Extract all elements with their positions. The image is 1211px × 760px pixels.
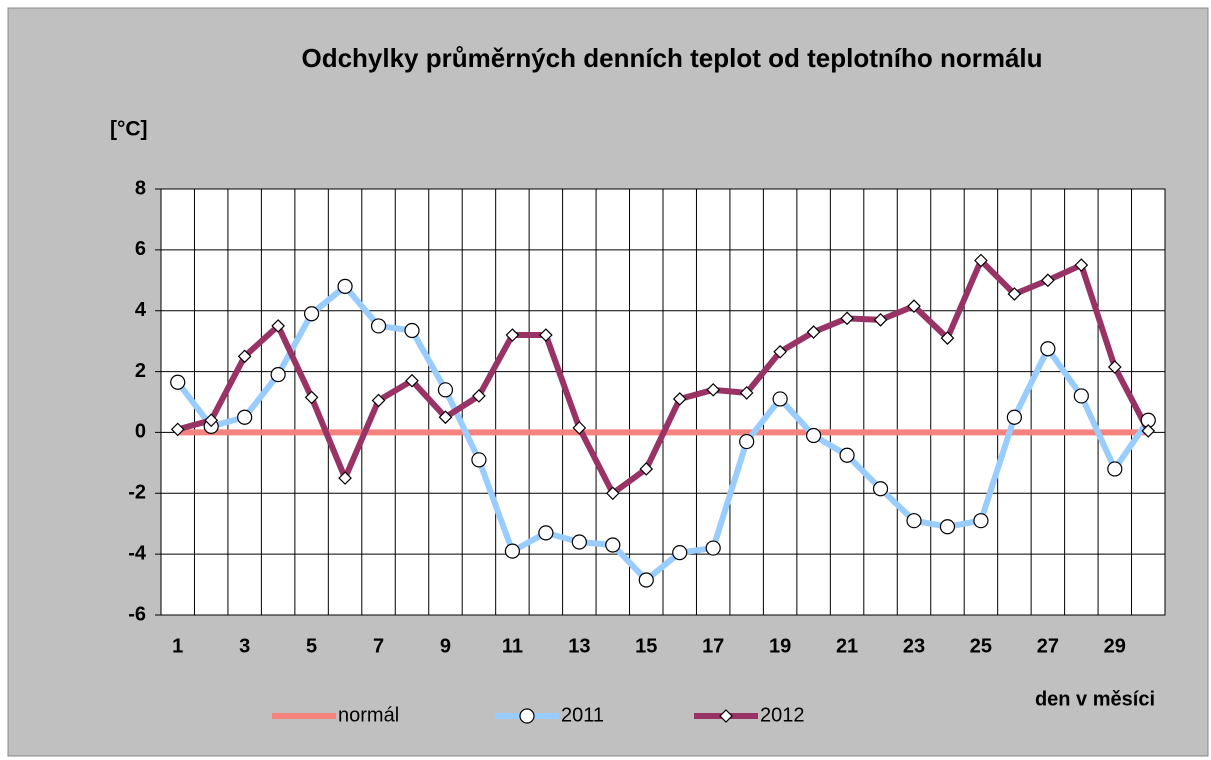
data-point (1040, 341, 1056, 357)
x-tick-label: 11 (502, 635, 523, 657)
data-point (304, 306, 320, 322)
x-tick-label: 9 (440, 635, 451, 657)
data-point (672, 392, 687, 406)
x-tick-label: 17 (702, 635, 724, 657)
data-point (337, 278, 353, 294)
x-tick-label: 27 (1037, 635, 1059, 657)
x-tick-label: 25 (970, 635, 992, 657)
data-point (940, 331, 955, 345)
x-tick-label: 29 (1104, 635, 1126, 657)
data-point (974, 253, 988, 268)
data-point (572, 421, 587, 435)
data-point (839, 447, 855, 463)
data-point (404, 322, 420, 339)
data-point (639, 462, 654, 476)
data-point (1107, 360, 1122, 374)
x-tick-label: 23 (903, 635, 925, 657)
data-point (405, 373, 419, 388)
data-point (170, 374, 186, 390)
legend-label: 2012 (760, 704, 805, 726)
data-point (872, 481, 889, 497)
data-point (907, 299, 921, 313)
x-tick-label: 21 (836, 635, 858, 657)
x-tick-label: 5 (306, 635, 317, 657)
data-point (906, 513, 922, 529)
data-point (338, 471, 352, 485)
x-tick-label: 13 (568, 635, 590, 657)
data-point (271, 319, 285, 333)
y-tick-label: -6 (128, 603, 146, 625)
data-point (672, 545, 688, 561)
legend-marker (519, 708, 535, 724)
data-point (773, 344, 787, 359)
data-point (706, 382, 721, 397)
data-point (371, 393, 386, 408)
data-point (638, 572, 654, 588)
data-point (973, 513, 989, 529)
data-point (840, 311, 854, 326)
y-axis-label: [°C] (110, 118, 148, 141)
data-point (538, 525, 554, 541)
legend-label: normál (338, 704, 399, 726)
data-point (873, 312, 888, 327)
data-point (605, 486, 620, 501)
data-point (237, 349, 252, 364)
data-point (1006, 409, 1023, 425)
data-point (1141, 424, 1156, 438)
data-point (1007, 287, 1022, 301)
data-point (805, 427, 822, 444)
x-tick-label: 7 (373, 635, 384, 657)
plot-border (160, 188, 1166, 616)
data-point (437, 382, 454, 398)
y-tick-label: 2 (135, 360, 146, 382)
data-point (1074, 258, 1089, 272)
data-point (571, 534, 587, 550)
y-tick-label: 0 (135, 421, 146, 443)
legend-label: 2011 (561, 704, 604, 726)
data-point (304, 390, 319, 405)
y-tick-label: -4 (128, 542, 147, 564)
data-point (1041, 273, 1055, 288)
data-point (1107, 461, 1123, 477)
data-point (438, 410, 453, 425)
y-tick-label: 6 (135, 238, 146, 260)
data-point (170, 422, 185, 437)
data-point (472, 389, 486, 403)
data-point (772, 391, 788, 407)
data-point (806, 325, 821, 339)
data-point (505, 328, 520, 342)
y-tick-label: -2 (128, 482, 146, 504)
data-point (204, 413, 219, 428)
data-point (237, 409, 253, 425)
data-point (504, 543, 521, 559)
data-point (605, 537, 621, 553)
x-tick-label: 1 (172, 635, 183, 657)
legend-marker (719, 709, 733, 723)
y-tick-label: 8 (135, 177, 146, 199)
data-point (1073, 388, 1089, 404)
data-point (270, 367, 286, 383)
series-line (176, 257, 1151, 497)
data-point (939, 519, 956, 535)
y-tick-label: 4 (135, 299, 147, 321)
data-point (739, 433, 755, 450)
chart-title: Odchylky průměrných denních teplot od te… (301, 43, 1042, 73)
data-point (539, 328, 553, 342)
data-point (739, 386, 754, 400)
x-tick-label: 3 (239, 635, 250, 657)
x-tick-label: 19 (769, 635, 791, 657)
x-axis-label: den v měsíci (1035, 688, 1155, 710)
data-point (705, 540, 721, 556)
data-point (471, 452, 487, 468)
x-tick-label: 15 (635, 635, 657, 657)
data-point (370, 318, 387, 334)
